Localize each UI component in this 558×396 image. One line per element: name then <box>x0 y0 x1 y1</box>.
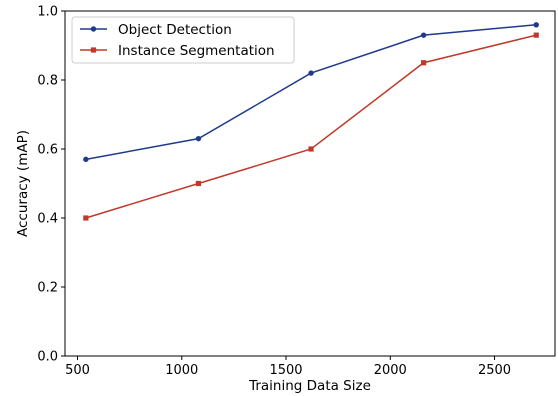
x-tick-label: 2500 <box>478 363 511 378</box>
x-tick-label: 1000 <box>165 363 198 378</box>
y-tick-label: 1.0 <box>37 5 58 20</box>
y-tick-label: 0.6 <box>37 143 58 158</box>
data-point <box>83 156 89 163</box>
legend-box <box>71 16 295 64</box>
x-axis-label: Training Data Size <box>248 378 371 394</box>
legend-label: Object Detection <box>118 22 232 38</box>
series-1 <box>83 32 539 221</box>
data-point <box>83 215 89 221</box>
legend-entry-0: Object Detection <box>80 22 232 38</box>
series-0 <box>83 22 539 163</box>
y-tick-label: 0.0 <box>37 350 58 365</box>
data-point <box>195 180 202 187</box>
axes-frame <box>64 10 556 357</box>
legend-marker <box>90 47 97 53</box>
axes-layer: 500 1000 1500 2000 2500 0.0 0.2 0.4 0.6 0.8 1.0 <box>37 5 556 378</box>
data-point <box>533 22 539 28</box>
data-point <box>308 146 314 152</box>
data-point <box>195 135 202 142</box>
y-tick-label: 0.8 <box>37 74 58 89</box>
data-point <box>420 32 427 38</box>
y-tick-label: 0.4 <box>37 212 58 227</box>
y-tick-label: 0.2 <box>37 281 58 296</box>
x-tick-label: 2000 <box>374 363 407 378</box>
y-axis-label: Accuracy (mAP) <box>15 130 31 237</box>
series-layer <box>83 22 539 221</box>
legend-entry-1: Instance Segmentation <box>80 43 275 59</box>
x-tick-label: 1500 <box>269 363 302 378</box>
x-tick-label: 500 <box>65 363 90 378</box>
legend-marker <box>90 26 97 32</box>
legend: Object Detection Instance Segmentation <box>71 16 295 64</box>
plot-area <box>65 11 555 356</box>
data-point <box>421 60 427 66</box>
data-point <box>308 70 314 76</box>
data-point <box>533 32 539 38</box>
legend-label: Instance Segmentation <box>118 43 275 59</box>
